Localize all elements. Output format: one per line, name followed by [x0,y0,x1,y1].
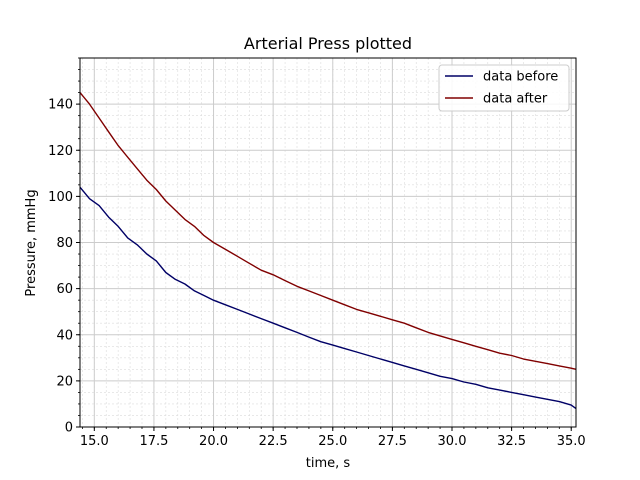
y-tick-label: 20 [56,374,73,389]
x-tick-label: 20.0 [199,434,228,449]
y-axis: 0 20 40 60 80 100 120 140 [48,57,80,436]
x-axis-label: time, s [306,456,351,471]
y-axis-label: Pressure, mmHg [24,189,39,296]
x-tick-label: 30.0 [438,434,467,449]
series-line-2 [79,92,577,370]
legend-label-1: data before [483,70,558,85]
x-tick-label: 32.5 [497,434,526,449]
x-tick-label: 22.5 [259,434,288,449]
y-tick-label: 80 [56,236,73,251]
y-tick-label: 60 [56,282,73,297]
x-tick-label: 17.5 [139,434,168,449]
major-grid [80,58,576,428]
y-tick-label: 0 [65,421,73,436]
chart-title: Arterial Press plotted [244,34,412,53]
y-tick-label: 100 [48,190,73,205]
x-tick-label: 35.0 [557,434,586,449]
legend: data before data after [438,64,570,112]
x-tick-label: 15.0 [80,434,109,449]
y-tick-label: 120 [48,144,73,159]
series-line-1 [79,186,577,410]
legend-label-2: data after [483,92,548,107]
series-layer [79,92,577,410]
x-tick-label: 25.0 [318,434,347,449]
y-tick-label: 40 [56,328,73,343]
y-tick-label: 140 [48,98,73,113]
x-axis: 15.0 17.5 20.0 22.5 25.0 27.5 30.0 32.5 35.0 [80,427,586,449]
x-tick-label: 27.5 [378,434,407,449]
